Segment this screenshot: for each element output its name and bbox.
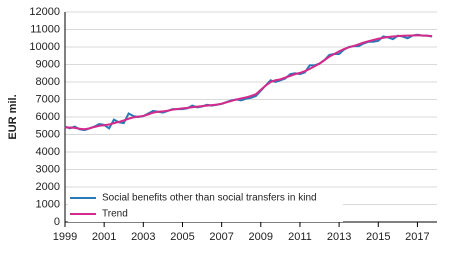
y-tick-label: 8000 (36, 76, 60, 88)
y-tick-label: 9000 (36, 58, 60, 70)
x-tick-label: 2001 (92, 231, 116, 243)
x-tick-label: 2017 (405, 231, 429, 243)
x-tick-label: 2015 (366, 231, 390, 243)
y-tick-label: 11000 (30, 23, 60, 35)
y-tick-label: 4000 (36, 146, 60, 158)
y-tick-label: 7000 (36, 93, 60, 105)
y-tick-label: 2000 (36, 181, 60, 193)
x-tick-label: 2005 (170, 231, 194, 243)
y-tick-label: 10000 (29, 41, 60, 53)
y-tick-label: 3000 (36, 163, 60, 175)
legend-label: Social benefits other than social transf… (102, 193, 317, 204)
y-tick-label: 0 (54, 216, 60, 228)
legend-label: Trend (102, 209, 128, 220)
x-tick-label: 1999 (53, 231, 77, 243)
y-axis-label: EUR mil. (7, 94, 19, 139)
y-tick-label: 12000 (29, 6, 60, 18)
legend-box (68, 190, 343, 222)
series-line (65, 34, 433, 131)
x-tick-label: 2013 (327, 231, 351, 243)
series-line (64, 33, 433, 132)
x-tick-label: 2011 (288, 231, 312, 243)
x-tick-label: 2007 (209, 231, 233, 243)
x-tick-label: 2009 (249, 231, 273, 243)
y-tick-label: 1000 (36, 198, 60, 210)
y-tick-label: 6000 (36, 111, 60, 123)
x-tick-label: 2003 (131, 231, 155, 243)
y-tick-label: 5000 (36, 128, 60, 140)
